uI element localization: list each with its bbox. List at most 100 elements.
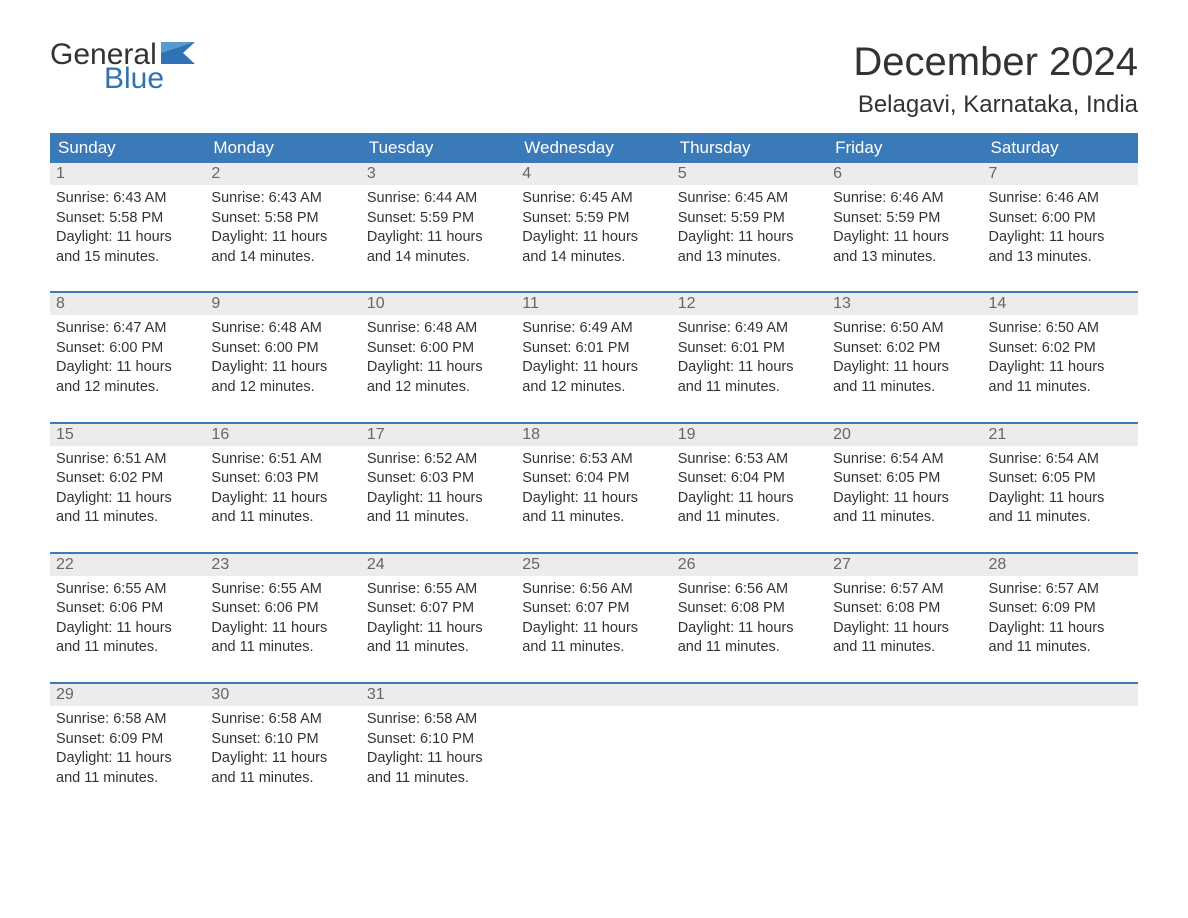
cell-body: Sunrise: 6:54 AMSunset: 6:05 PMDaylight:… <box>983 446 1138 534</box>
cell-line-ss: Sunset: 6:06 PM <box>211 599 354 619</box>
cell-line-ss: Sunset: 6:06 PM <box>56 599 199 619</box>
date-number: 7 <box>983 163 1138 185</box>
cell-line-ss: Sunset: 6:02 PM <box>833 339 976 359</box>
cell-line-d2: and 11 minutes. <box>56 508 199 528</box>
cell-body: Sunrise: 6:57 AMSunset: 6:08 PMDaylight:… <box>827 576 982 664</box>
calendar-cell: 30Sunrise: 6:58 AMSunset: 6:10 PMDayligh… <box>205 684 360 794</box>
day-header-monday: Monday <box>205 133 360 163</box>
calendar-cell: 21Sunrise: 6:54 AMSunset: 6:05 PMDayligh… <box>983 424 1138 534</box>
week-row: 22Sunrise: 6:55 AMSunset: 6:06 PMDayligh… <box>50 552 1138 664</box>
cell-line-sr: Sunrise: 6:52 AM <box>367 450 510 470</box>
cell-line-ss: Sunset: 6:05 PM <box>989 469 1132 489</box>
cell-body: Sunrise: 6:57 AMSunset: 6:09 PMDaylight:… <box>983 576 1138 664</box>
date-number: 30 <box>205 684 360 706</box>
calendar-cell: 10Sunrise: 6:48 AMSunset: 6:00 PMDayligh… <box>361 293 516 403</box>
cell-body <box>983 706 1138 716</box>
cell-body: Sunrise: 6:55 AMSunset: 6:07 PMDaylight:… <box>361 576 516 664</box>
cell-line-d2: and 12 minutes. <box>367 378 510 398</box>
calendar-cell: 12Sunrise: 6:49 AMSunset: 6:01 PMDayligh… <box>672 293 827 403</box>
calendar-cell: 4Sunrise: 6:45 AMSunset: 5:59 PMDaylight… <box>516 163 671 273</box>
cell-line-d1: Daylight: 11 hours <box>833 619 976 639</box>
date-number <box>983 684 1138 706</box>
cell-line-sr: Sunrise: 6:44 AM <box>367 189 510 209</box>
cell-line-d2: and 14 minutes. <box>211 248 354 268</box>
logo-text-blue: Blue <box>50 64 203 94</box>
cell-body <box>672 706 827 716</box>
cell-body: Sunrise: 6:46 AMSunset: 5:59 PMDaylight:… <box>827 185 982 273</box>
calendar-cell: 19Sunrise: 6:53 AMSunset: 6:04 PMDayligh… <box>672 424 827 534</box>
date-number: 8 <box>50 293 205 315</box>
week-row: 29Sunrise: 6:58 AMSunset: 6:09 PMDayligh… <box>50 682 1138 794</box>
calendar-cell: 15Sunrise: 6:51 AMSunset: 6:02 PMDayligh… <box>50 424 205 534</box>
cell-line-ss: Sunset: 5:58 PM <box>211 209 354 229</box>
cell-line-ss: Sunset: 6:07 PM <box>367 599 510 619</box>
calendar-cell: 3Sunrise: 6:44 AMSunset: 5:59 PMDaylight… <box>361 163 516 273</box>
calendar: SundayMondayTuesdayWednesdayThursdayFrid… <box>50 133 1138 794</box>
date-number: 24 <box>361 554 516 576</box>
cell-body: Sunrise: 6:50 AMSunset: 6:02 PMDaylight:… <box>983 315 1138 403</box>
cell-line-d1: Daylight: 11 hours <box>367 228 510 248</box>
cell-line-sr: Sunrise: 6:49 AM <box>522 319 665 339</box>
cell-line-sr: Sunrise: 6:53 AM <box>522 450 665 470</box>
cell-line-d1: Daylight: 11 hours <box>56 358 199 378</box>
date-number: 23 <box>205 554 360 576</box>
cell-line-d1: Daylight: 11 hours <box>678 228 821 248</box>
cell-line-ss: Sunset: 6:04 PM <box>678 469 821 489</box>
day-header-wednesday: Wednesday <box>516 133 671 163</box>
cell-line-sr: Sunrise: 6:51 AM <box>56 450 199 470</box>
cell-line-ss: Sunset: 6:08 PM <box>678 599 821 619</box>
calendar-cell: 14Sunrise: 6:50 AMSunset: 6:02 PMDayligh… <box>983 293 1138 403</box>
cell-line-ss: Sunset: 6:09 PM <box>56 730 199 750</box>
day-header-saturday: Saturday <box>983 133 1138 163</box>
cell-body: Sunrise: 6:52 AMSunset: 6:03 PMDaylight:… <box>361 446 516 534</box>
date-number: 25 <box>516 554 671 576</box>
cell-line-d1: Daylight: 11 hours <box>367 489 510 509</box>
cell-line-d1: Daylight: 11 hours <box>56 489 199 509</box>
header: General Blue December 2024 Belagavi, Kar… <box>50 40 1138 119</box>
cell-line-ss: Sunset: 6:07 PM <box>522 599 665 619</box>
calendar-cell: 31Sunrise: 6:58 AMSunset: 6:10 PMDayligh… <box>361 684 516 794</box>
calendar-cell: 28Sunrise: 6:57 AMSunset: 6:09 PMDayligh… <box>983 554 1138 664</box>
cell-line-d2: and 14 minutes. <box>367 248 510 268</box>
cell-line-d2: and 14 minutes. <box>522 248 665 268</box>
date-number: 16 <box>205 424 360 446</box>
cell-line-d1: Daylight: 11 hours <box>833 358 976 378</box>
cell-line-ss: Sunset: 5:59 PM <box>833 209 976 229</box>
cell-line-d1: Daylight: 11 hours <box>56 619 199 639</box>
cell-line-sr: Sunrise: 6:49 AM <box>678 319 821 339</box>
cell-line-ss: Sunset: 5:58 PM <box>56 209 199 229</box>
cell-line-d1: Daylight: 11 hours <box>833 228 976 248</box>
calendar-cell: 23Sunrise: 6:55 AMSunset: 6:06 PMDayligh… <box>205 554 360 664</box>
calendar-cell <box>672 684 827 794</box>
calendar-cell: 17Sunrise: 6:52 AMSunset: 6:03 PMDayligh… <box>361 424 516 534</box>
calendar-cell: 26Sunrise: 6:56 AMSunset: 6:08 PMDayligh… <box>672 554 827 664</box>
cell-line-sr: Sunrise: 6:50 AM <box>833 319 976 339</box>
date-number: 5 <box>672 163 827 185</box>
cell-line-d1: Daylight: 11 hours <box>367 358 510 378</box>
cell-line-ss: Sunset: 6:00 PM <box>56 339 199 359</box>
week-row: 1Sunrise: 6:43 AMSunset: 5:58 PMDaylight… <box>50 163 1138 273</box>
cell-line-d2: and 11 minutes. <box>989 378 1132 398</box>
calendar-cell: 16Sunrise: 6:51 AMSunset: 6:03 PMDayligh… <box>205 424 360 534</box>
date-number: 13 <box>827 293 982 315</box>
cell-line-d2: and 11 minutes. <box>522 638 665 658</box>
cell-line-d1: Daylight: 11 hours <box>678 489 821 509</box>
date-number <box>672 684 827 706</box>
cell-line-d1: Daylight: 11 hours <box>522 358 665 378</box>
cell-line-sr: Sunrise: 6:57 AM <box>989 580 1132 600</box>
cell-line-d2: and 13 minutes. <box>833 248 976 268</box>
date-number: 15 <box>50 424 205 446</box>
day-header-row: SundayMondayTuesdayWednesdayThursdayFrid… <box>50 133 1138 163</box>
cell-line-sr: Sunrise: 6:56 AM <box>522 580 665 600</box>
cell-line-d2: and 12 minutes. <box>211 378 354 398</box>
cell-body: Sunrise: 6:47 AMSunset: 6:00 PMDaylight:… <box>50 315 205 403</box>
cell-body: Sunrise: 6:46 AMSunset: 6:00 PMDaylight:… <box>983 185 1138 273</box>
calendar-cell: 20Sunrise: 6:54 AMSunset: 6:05 PMDayligh… <box>827 424 982 534</box>
date-number: 29 <box>50 684 205 706</box>
date-number <box>827 684 982 706</box>
cell-body: Sunrise: 6:51 AMSunset: 6:02 PMDaylight:… <box>50 446 205 534</box>
cell-body: Sunrise: 6:58 AMSunset: 6:10 PMDaylight:… <box>361 706 516 794</box>
cell-line-sr: Sunrise: 6:55 AM <box>367 580 510 600</box>
calendar-cell: 25Sunrise: 6:56 AMSunset: 6:07 PMDayligh… <box>516 554 671 664</box>
date-number: 4 <box>516 163 671 185</box>
